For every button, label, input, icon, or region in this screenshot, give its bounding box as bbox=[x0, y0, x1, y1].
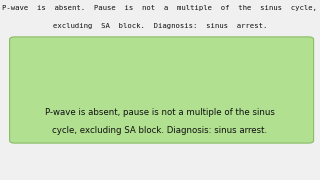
Text: P-wave is absent, pause is not a multiple of the sinus: P-wave is absent, pause is not a multipl… bbox=[45, 108, 275, 117]
Text: cycle, excluding SA block. Diagnosis: sinus arrest.: cycle, excluding SA block. Diagnosis: si… bbox=[52, 126, 268, 135]
Text: P-wave  is  absent.  Pause  is  not  a  multiple  of  the  sinus  cycle,: P-wave is absent. Pause is not a multipl… bbox=[3, 5, 317, 11]
Text: excluding  SA  block.  Diagnosis:  sinus  arrest.: excluding SA block. Diagnosis: sinus arr… bbox=[53, 23, 267, 29]
